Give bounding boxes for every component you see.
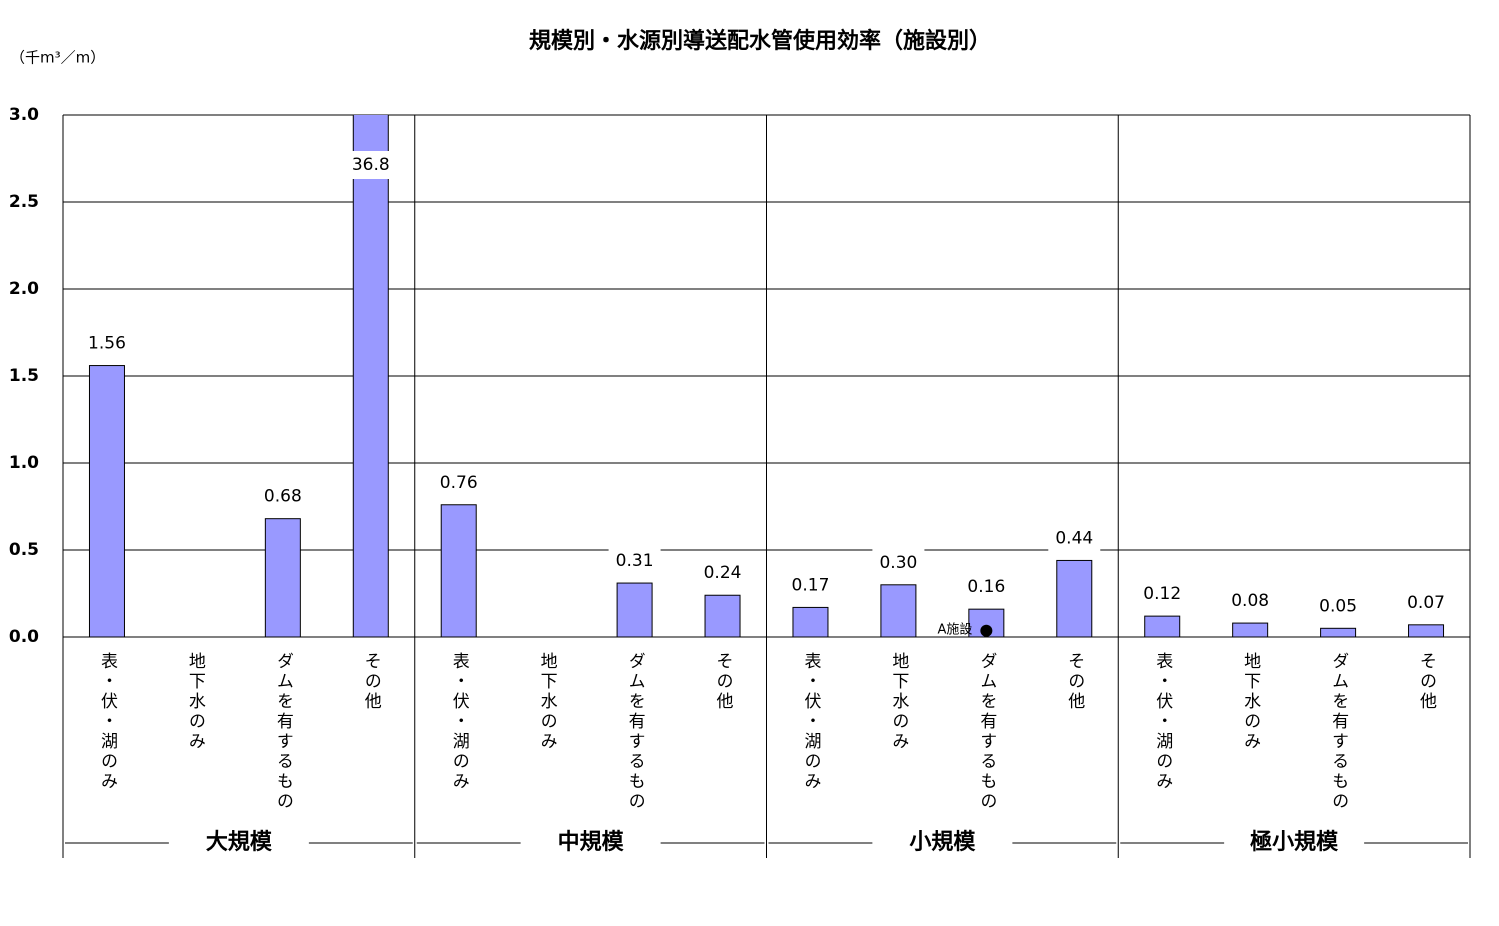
label-bg	[696, 559, 749, 588]
label-bg	[80, 329, 133, 358]
y-tick-label: 1.0	[9, 453, 39, 473]
x-tick-label: 表・伏・湖のみ	[97, 652, 118, 792]
x-tick-label: その他	[1416, 652, 1437, 712]
x-tick-label: ダムを有するもの	[625, 652, 646, 812]
x-tick-label: 地下水のみ	[1240, 652, 1261, 752]
group-label: 小規模	[909, 830, 976, 855]
label-bg	[960, 573, 1013, 602]
y-tick-label: 0.0	[9, 627, 39, 647]
bar	[352, 115, 389, 638]
label-bg	[256, 482, 309, 511]
bar	[880, 584, 917, 638]
value-label: 0.17	[792, 575, 830, 595]
x-tick-label: 地下水のみ	[888, 652, 909, 752]
label-bg	[608, 547, 661, 576]
y-tick-label: 2.0	[9, 279, 39, 299]
value-label: 0.16	[967, 577, 1005, 597]
value-label: 0.24	[704, 563, 742, 583]
x-tick-label: ダムを有するもの	[1328, 652, 1349, 812]
value-label: 0.68	[264, 487, 302, 507]
bar	[440, 504, 477, 638]
y-tick-label: 3.0	[9, 105, 39, 125]
x-tick-label: 地下水のみ	[185, 652, 206, 752]
bar	[264, 518, 301, 638]
bar	[1232, 622, 1269, 638]
bar	[968, 608, 1005, 638]
marker-dot	[980, 624, 993, 637]
label-bg	[872, 548, 925, 577]
value-label: 0.76	[440, 473, 478, 493]
y-axis-label: （千m³／m）	[10, 49, 105, 67]
value-label: 0.12	[1143, 584, 1181, 604]
value-label: 0.08	[1231, 591, 1269, 611]
label-bg	[1048, 524, 1101, 553]
x-tick-label: その他	[361, 652, 382, 712]
label-bg	[1400, 588, 1453, 617]
bar	[792, 606, 829, 638]
x-tick-label: その他	[1064, 652, 1085, 712]
value-label: 0.31	[616, 551, 654, 571]
bar	[88, 365, 125, 638]
x-tick-label: 表・伏・湖のみ	[449, 652, 470, 792]
x-tick-label: 表・伏・湖のみ	[1152, 652, 1173, 792]
value-label: 0.05	[1319, 596, 1357, 616]
y-tick-label: 1.5	[9, 366, 39, 386]
group-label: 極小規模	[1250, 829, 1339, 855]
value-label: 0.07	[1407, 593, 1445, 613]
value-label: 36.8	[352, 155, 390, 175]
x-tick-label: ダムを有するもの	[273, 652, 294, 812]
bar	[1144, 615, 1181, 638]
x-tick-label: 表・伏・湖のみ	[800, 652, 821, 792]
label-bg	[1136, 580, 1189, 609]
chart-title: 規模別・水源別導送配水管使用効率（施設別）	[529, 28, 991, 54]
label-bg	[432, 468, 485, 497]
label-bg	[784, 571, 837, 600]
label-bg	[1224, 587, 1277, 616]
bar	[704, 594, 741, 638]
y-tick-label: 2.5	[9, 192, 39, 212]
label-bg	[344, 151, 397, 179]
x-tick-label: その他	[713, 652, 734, 712]
group-label: 大規模	[206, 830, 273, 855]
y-tick-label: 0.5	[9, 540, 39, 560]
bar	[616, 582, 653, 638]
x-tick-label: ダムを有するもの	[976, 652, 997, 812]
value-label: 1.56	[88, 334, 126, 354]
marker-label: A施設	[937, 621, 972, 637]
bar	[1320, 627, 1357, 638]
value-label: 0.30	[879, 553, 917, 573]
bar	[1056, 559, 1093, 638]
group-label: 中規模	[558, 830, 625, 855]
x-tick-label: 地下水のみ	[537, 652, 558, 752]
value-label: 0.44	[1055, 528, 1093, 548]
bar	[1408, 624, 1445, 638]
label-bg	[1312, 592, 1365, 621]
